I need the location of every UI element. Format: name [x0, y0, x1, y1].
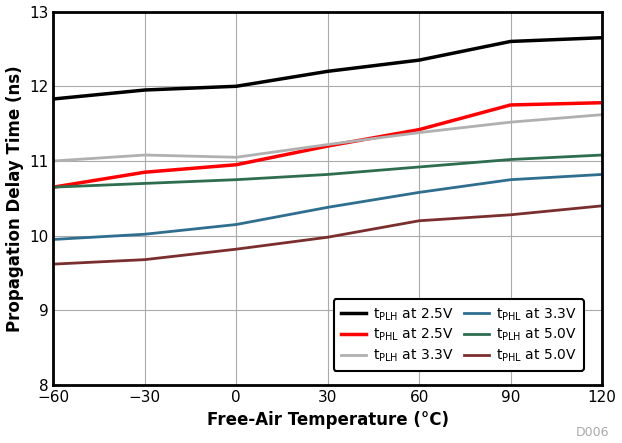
- X-axis label: Free-Air Temperature (°C): Free-Air Temperature (°C): [207, 411, 448, 428]
- Legend: $\mathregular{t_{PLH}}$ at 2.5V, $\mathregular{t_{PHL}}$ at 2.5V, $\mathregular{: $\mathregular{t_{PLH}}$ at 2.5V, $\mathr…: [333, 299, 584, 371]
- Text: D006: D006: [576, 426, 610, 439]
- Y-axis label: Propagation Delay Time (ns): Propagation Delay Time (ns): [6, 65, 24, 332]
